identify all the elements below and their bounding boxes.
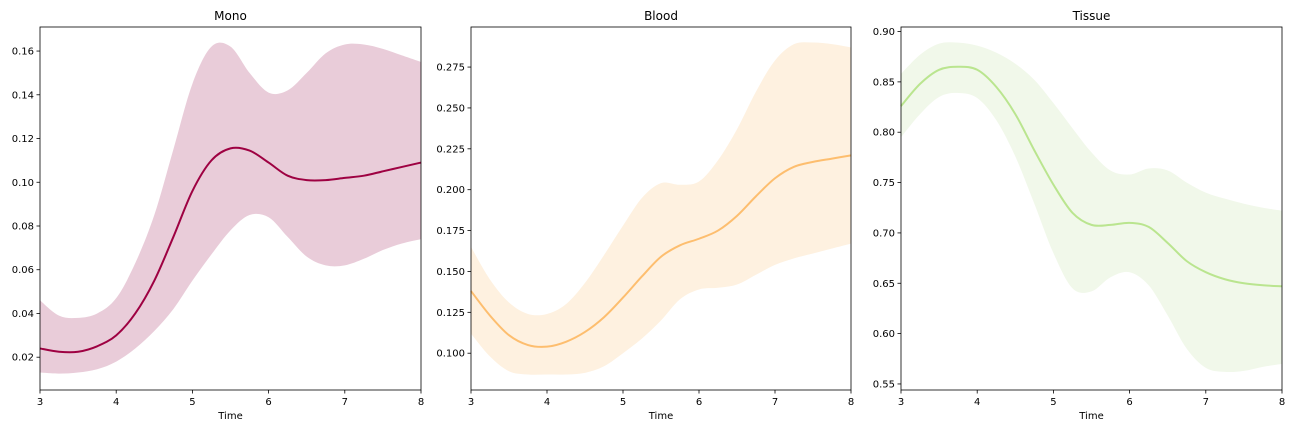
mono-y-tick-label: 0.16 <box>12 47 34 58</box>
mono-x-tick-label: 5 <box>189 397 195 408</box>
tissue-y-tick-label: 0.85 <box>873 77 895 88</box>
blood-title: Blood <box>644 9 678 23</box>
tissue-y-tick-label: 0.90 <box>873 27 895 38</box>
mono-x-axis-label: Time <box>217 411 242 422</box>
blood-confidence-band <box>471 42 851 375</box>
tissue-y-tick-label: 0.55 <box>873 379 895 390</box>
tissue-confidence-band <box>901 42 1282 373</box>
mono-y-tick-label: 0.10 <box>12 178 34 189</box>
mono-y-tick-label: 0.04 <box>12 309 34 320</box>
blood-y-tick-label: 0.200 <box>436 185 465 196</box>
mono-confidence-band <box>40 42 421 374</box>
mono-mean-line <box>39 146 422 354</box>
blood-y-tick-label: 0.225 <box>436 144 465 155</box>
tissue-x-tick-label: 6 <box>1126 397 1132 408</box>
panel-mono: 3 4 5 6 7 8 0.02 0.04 0.06 0.08 0.10 0.12 0.14 0.16 Mo… <box>12 9 424 422</box>
blood-axes-frame <box>470 26 852 391</box>
mono-x-tick-label: 7 <box>342 397 348 408</box>
tissue-y-tick-label: 0.75 <box>873 178 895 189</box>
tissue-y-tick-label: 0.60 <box>873 329 895 340</box>
tissue-x-tick-label: 7 <box>1203 397 1209 408</box>
mono-x-tick-label: 6 <box>265 397 271 408</box>
mono-y-tick-label: 0.14 <box>12 90 34 101</box>
blood-y-tick-label: 0.175 <box>436 226 465 237</box>
mono-x-tick-label: 3 <box>37 397 43 408</box>
panel-tissue: 3 4 5 6 7 8 0.55 0.60 0.65 0.70 0.75 0.80 0.85 0.90 Ti… <box>873 9 1285 422</box>
tissue-x-tick-label: 3 <box>898 397 904 408</box>
tissue-x-axis-label: Time <box>1078 411 1103 422</box>
blood-x-tick-label: 4 <box>544 397 550 408</box>
blood-y-tick-label: 0.100 <box>436 349 465 360</box>
tissue-y-tick-label: 0.80 <box>873 128 895 139</box>
tissue-y-tick-label: 0.70 <box>873 228 895 239</box>
mono-y-tick-label: 0.08 <box>12 221 34 232</box>
mono-x-tick-label: 8 <box>418 397 424 408</box>
blood-y-tick-label: 0.250 <box>436 103 465 114</box>
blood-y-tick-label: 0.125 <box>436 308 465 319</box>
tissue-title: Tissue <box>1072 9 1111 23</box>
mono-y-tick-label: 0.06 <box>12 265 34 276</box>
tissue-x-tick-label: 8 <box>1279 397 1285 408</box>
blood-x-axis-label: Time <box>648 411 673 422</box>
blood-x-tick-label: 3 <box>468 397 474 408</box>
panel-blood: 3 4 5 6 7 8 0.100 0.125 0.150 0.175 0.200 0.225 0.25… <box>436 9 854 422</box>
tissue-mean-line <box>900 65 1283 288</box>
tissue-x-tick-label: 4 <box>974 397 980 408</box>
mono-x-tick-label: 4 <box>113 397 119 408</box>
tissue-y-tick-label: 0.65 <box>873 279 895 290</box>
blood-x-tick-label: 6 <box>696 397 702 408</box>
blood-y-tick-label: 0.150 <box>436 267 465 278</box>
blood-mean-line <box>470 154 852 348</box>
mono-y-tick-label: 0.12 <box>12 134 34 145</box>
tissue-x-tick-label: 5 <box>1050 397 1056 408</box>
blood-y-tick-label: 0.275 <box>436 63 465 74</box>
tissue-axes-frame <box>900 26 1283 391</box>
blood-x-tick-label: 5 <box>620 397 626 408</box>
mono-axes-frame <box>39 26 422 391</box>
blood-x-tick-label: 7 <box>772 397 778 408</box>
mono-title: Mono <box>214 9 247 23</box>
mono-y-tick-label: 0.02 <box>12 353 34 364</box>
blood-x-tick-label: 8 <box>848 397 854 408</box>
